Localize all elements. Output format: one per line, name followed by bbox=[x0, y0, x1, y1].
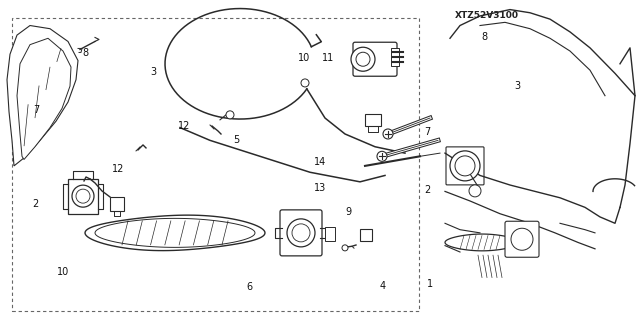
Text: 12: 12 bbox=[178, 121, 191, 131]
FancyBboxPatch shape bbox=[505, 221, 539, 257]
Text: 13: 13 bbox=[314, 182, 326, 193]
Text: 2: 2 bbox=[32, 199, 38, 209]
Text: 3: 3 bbox=[150, 67, 157, 77]
Text: 5: 5 bbox=[234, 135, 240, 145]
Polygon shape bbox=[17, 38, 71, 160]
Circle shape bbox=[469, 185, 481, 197]
FancyBboxPatch shape bbox=[280, 210, 322, 256]
Text: XTZ52V3100: XTZ52V3100 bbox=[454, 11, 518, 20]
Text: 10: 10 bbox=[56, 267, 69, 277]
Text: 10: 10 bbox=[298, 53, 310, 63]
Text: 11: 11 bbox=[321, 53, 334, 63]
Polygon shape bbox=[445, 234, 519, 251]
FancyBboxPatch shape bbox=[365, 114, 381, 126]
Text: 6: 6 bbox=[246, 282, 253, 292]
Circle shape bbox=[455, 156, 475, 176]
Polygon shape bbox=[7, 26, 78, 166]
FancyBboxPatch shape bbox=[110, 197, 124, 211]
Circle shape bbox=[342, 245, 348, 251]
Text: 2: 2 bbox=[424, 185, 431, 195]
Circle shape bbox=[287, 219, 315, 247]
Circle shape bbox=[377, 151, 387, 161]
Text: 1: 1 bbox=[427, 279, 433, 289]
FancyBboxPatch shape bbox=[391, 48, 399, 66]
Circle shape bbox=[511, 228, 533, 250]
FancyBboxPatch shape bbox=[360, 229, 372, 241]
FancyBboxPatch shape bbox=[68, 179, 98, 214]
Text: 4: 4 bbox=[380, 280, 386, 291]
Text: 9: 9 bbox=[346, 207, 352, 217]
Circle shape bbox=[356, 52, 370, 66]
Text: 14: 14 bbox=[314, 157, 326, 167]
FancyBboxPatch shape bbox=[325, 227, 335, 241]
Circle shape bbox=[76, 189, 90, 203]
Text: 3: 3 bbox=[514, 81, 520, 91]
Circle shape bbox=[351, 47, 375, 71]
Circle shape bbox=[226, 111, 234, 119]
Circle shape bbox=[301, 79, 309, 87]
Text: 7: 7 bbox=[424, 127, 431, 137]
Circle shape bbox=[383, 129, 393, 139]
Text: 8: 8 bbox=[481, 32, 488, 42]
Text: 7: 7 bbox=[33, 105, 40, 115]
Text: 12: 12 bbox=[112, 164, 125, 174]
Polygon shape bbox=[85, 215, 265, 251]
FancyBboxPatch shape bbox=[353, 42, 397, 76]
Text: 8: 8 bbox=[82, 48, 88, 58]
Circle shape bbox=[292, 224, 310, 242]
Polygon shape bbox=[95, 219, 255, 247]
Bar bbox=[12, 18, 419, 311]
Circle shape bbox=[450, 151, 480, 181]
Circle shape bbox=[72, 185, 94, 207]
